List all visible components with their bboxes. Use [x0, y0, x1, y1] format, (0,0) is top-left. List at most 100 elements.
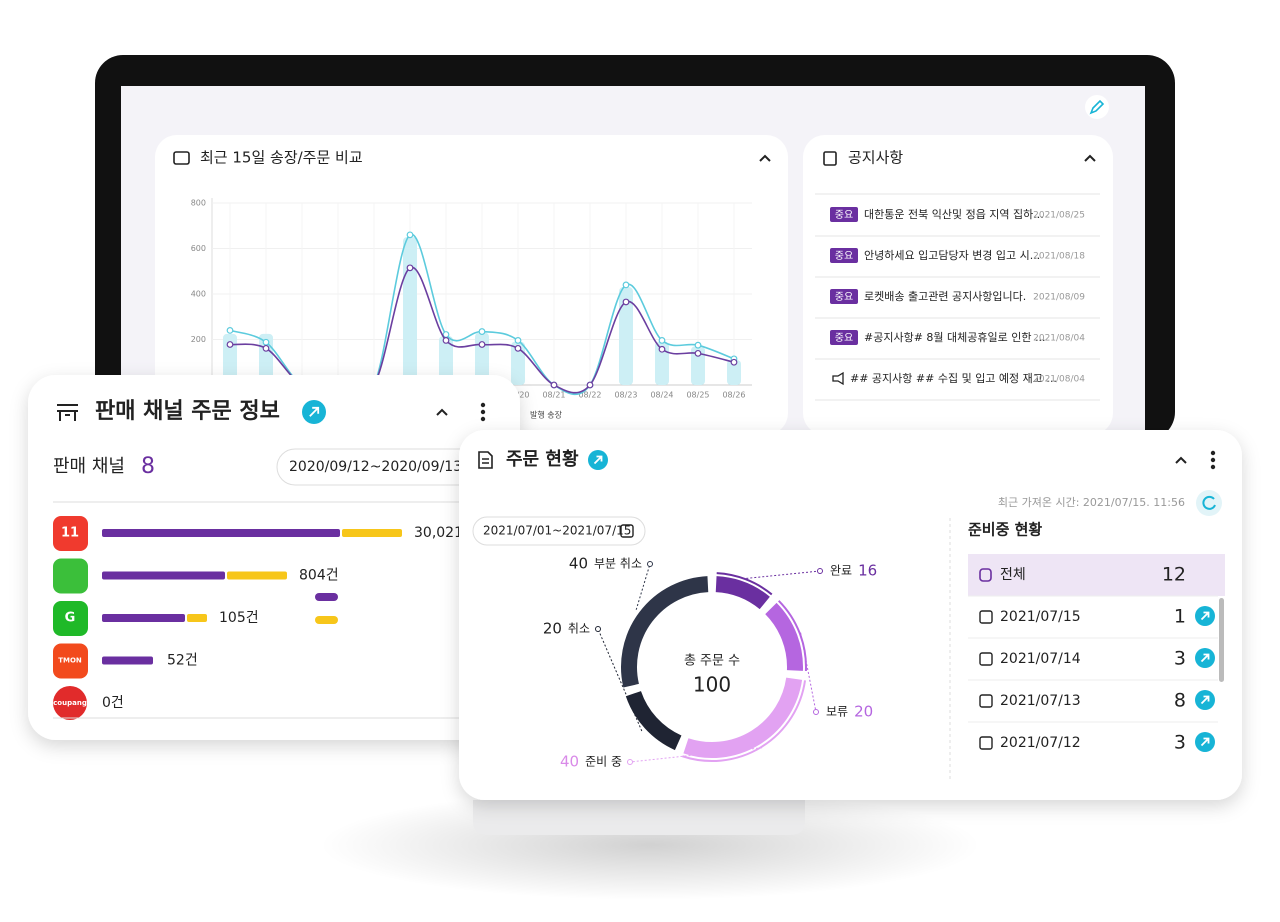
dot: [480, 402, 486, 408]
tag-label: 중요: [835, 332, 853, 344]
channel-card: [28, 375, 520, 740]
legend-label: 발행 송장: [530, 410, 563, 420]
channel-total: 30,021: [414, 525, 463, 541]
link-arrow: [1200, 695, 1210, 705]
tag-badge: [830, 248, 858, 263]
channel-logo: [53, 686, 87, 720]
row-label: 2021/07/14: [1000, 651, 1081, 667]
leader-dot: [813, 709, 819, 715]
bar-segment: [102, 571, 225, 580]
leader-dot: [627, 759, 633, 765]
date-picker[interactable]: [472, 516, 646, 546]
channel-logo-text: TMON: [58, 657, 82, 665]
notice-text: 대한통운 전북 익산및 정읍 지역 집하...: [864, 207, 1044, 221]
point: [478, 328, 486, 335]
point: [226, 341, 234, 348]
more-button[interactable]: [1210, 450, 1216, 470]
tag-label: 중요: [835, 250, 853, 262]
chart-icon: [173, 151, 190, 165]
more-button[interactable]: [480, 402, 486, 422]
channel-total: 52건: [167, 653, 198, 669]
notice-date: 2021/08/04: [1033, 334, 1085, 344]
point: [586, 381, 594, 389]
donut-segment: [715, 576, 770, 610]
bar: [691, 346, 705, 385]
y-tick-label: 200: [191, 335, 206, 344]
point: [622, 298, 630, 306]
row-label: 전체: [1000, 567, 1026, 583]
donut-label: 부분 취소: [594, 557, 642, 571]
notice-card: [803, 135, 1113, 435]
collapse-button[interactable]: [1175, 456, 1187, 464]
donut-value: 40: [560, 753, 579, 771]
calendar-icon: [979, 736, 993, 750]
channel-total: 0건: [102, 695, 124, 711]
channel-total: 105건: [219, 610, 259, 626]
x-tick-label: 08/22: [578, 391, 601, 400]
collapse-button[interactable]: [1084, 154, 1096, 162]
notice-text: 안녕하세요 입고담당자 변경 입고 시...: [864, 248, 1040, 262]
notice-text: #공지사항# 8월 대체공휴일로 인한 ...: [864, 330, 1045, 344]
donut-label: 준비 중: [585, 755, 622, 769]
bar: [619, 287, 633, 385]
refresh-time: 최근 가져온 시간: 2021/07/15. 11:56: [998, 496, 1185, 509]
scrollbar: [1219, 598, 1224, 682]
y-tick-label: 400: [191, 290, 206, 299]
x-tick-label: 08/23: [614, 391, 637, 400]
channel-logo: [53, 643, 88, 679]
row-highlight[interactable]: [968, 554, 1225, 596]
channel-logo: [53, 516, 88, 551]
x-tick-label: 08/24: [650, 391, 673, 400]
collapse-button[interactable]: [436, 408, 448, 416]
channel-count: 8: [141, 454, 155, 479]
megaphone-icon: [832, 371, 844, 386]
calendar-icon: [979, 610, 993, 624]
channel-logo: [53, 558, 88, 594]
channel-logo-text: 11: [61, 526, 79, 541]
notice-text: 로켓배송 출고관련 공지사항입니다.: [864, 290, 1026, 303]
channel-total: 804건: [299, 568, 339, 584]
point: [622, 281, 630, 289]
refresh-button[interactable]: [1196, 490, 1222, 516]
row-count: 8: [1174, 690, 1186, 712]
y-tick-label: 600: [191, 244, 206, 253]
tag-label: 중요: [835, 209, 853, 221]
refresh-icon: [1202, 495, 1216, 510]
edit-button[interactable]: [1085, 95, 1109, 119]
notice-title: 공지사항: [848, 149, 903, 167]
dot: [1210, 450, 1216, 456]
channel-title: 판매 채널 주문 정보: [95, 399, 280, 424]
dot: [480, 409, 486, 415]
dot: [1210, 457, 1216, 463]
bar-segment: [342, 529, 402, 537]
donut-label: 취소: [568, 622, 590, 636]
list-title: 준비중 현황: [968, 521, 1042, 539]
calendar-icon: [620, 524, 634, 538]
point: [694, 341, 702, 349]
x-tick-label: 08/25: [686, 391, 709, 400]
donut-value: 40: [569, 555, 588, 573]
link-arrow: [309, 406, 320, 417]
notice-text: ## 공지사항 ## 수집 및 입고 예정 재고 ...: [850, 372, 1057, 385]
channel-logo: [53, 601, 88, 636]
tag-badge: [830, 330, 858, 345]
tag-label: 중요: [835, 291, 853, 303]
notice-icon: [823, 151, 837, 166]
point: [730, 358, 738, 366]
notice-date: 2021/08/04: [1033, 375, 1085, 385]
point: [514, 337, 522, 344]
donut-segment: [625, 690, 682, 751]
row-label: 2021/07/12: [1000, 735, 1081, 751]
notice-date: 2021/08/25: [1033, 211, 1085, 221]
row-label: 2021/07/15: [1000, 609, 1081, 625]
legend-swatch: [315, 616, 338, 624]
bar-segment: [102, 614, 185, 622]
link-arrow: [1200, 737, 1210, 747]
total-icon: [979, 568, 992, 582]
leader-line: [746, 570, 821, 579]
leader-dot: [647, 561, 653, 567]
channel-logo-text: coupang: [53, 699, 87, 707]
collapse-button[interactable]: [759, 154, 771, 162]
